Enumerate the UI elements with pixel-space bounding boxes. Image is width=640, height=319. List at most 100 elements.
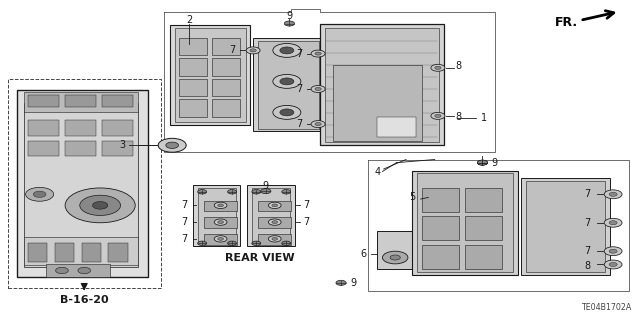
Text: 9: 9 [263,182,269,191]
Bar [24,92,138,112]
Bar [212,58,240,76]
Bar [333,65,422,141]
Text: 7: 7 [303,200,309,210]
Bar [258,217,291,228]
Circle shape [198,189,207,194]
Circle shape [282,189,291,194]
Bar [252,188,290,244]
Text: 7: 7 [296,84,303,94]
Bar [179,100,207,117]
Text: 7: 7 [181,217,188,227]
Text: 3: 3 [120,140,125,150]
Bar [465,216,502,240]
Circle shape [268,202,281,209]
Bar [204,201,237,211]
Text: 7: 7 [181,200,188,210]
Circle shape [609,192,617,196]
Text: 9: 9 [351,278,357,288]
Bar [212,38,240,55]
Bar [46,264,109,277]
Circle shape [282,241,291,246]
Circle shape [609,263,617,266]
Text: TE04B1702A: TE04B1702A [580,303,631,312]
Bar [378,231,412,269]
Bar [246,185,294,247]
Circle shape [383,251,408,264]
Circle shape [252,241,260,246]
Bar [422,216,459,240]
Circle shape [280,47,294,54]
Bar [108,243,127,262]
Circle shape [604,247,622,256]
Circle shape [280,109,294,116]
Bar [378,117,415,137]
Bar [258,234,291,245]
Bar [417,174,513,272]
Bar [102,141,132,156]
Bar [258,201,291,211]
Circle shape [26,187,54,201]
Circle shape [56,267,68,274]
Text: 8: 8 [456,112,462,122]
Bar [422,245,459,269]
Bar [65,95,96,107]
Bar [204,234,237,245]
Bar [325,28,438,142]
Circle shape [65,188,135,223]
Bar [465,245,502,269]
Text: 7: 7 [296,119,303,129]
Circle shape [284,21,294,26]
Circle shape [272,204,278,207]
Text: FR.: FR. [554,16,578,29]
Text: 9: 9 [491,158,497,168]
Text: 7: 7 [584,246,591,256]
Circle shape [273,105,301,119]
Circle shape [609,221,617,225]
Circle shape [273,74,301,88]
Text: 7: 7 [181,234,188,244]
Bar [8,79,161,287]
Circle shape [272,237,278,240]
Text: 5: 5 [409,192,415,202]
Circle shape [311,50,325,57]
Bar [102,120,132,136]
Text: 9: 9 [286,11,292,21]
Circle shape [604,260,622,269]
Circle shape [78,267,91,274]
Circle shape [609,249,617,253]
Bar [193,185,241,247]
Bar [412,171,518,275]
Bar [320,24,444,145]
Circle shape [315,122,321,126]
Circle shape [273,43,301,57]
Bar [465,188,502,212]
Text: 7: 7 [584,218,591,228]
Bar [179,38,207,55]
Bar [521,178,610,275]
Bar [28,243,47,262]
Text: 7: 7 [584,189,591,199]
Circle shape [166,142,179,148]
Bar [55,243,74,262]
Circle shape [272,221,278,224]
Circle shape [311,121,325,128]
Circle shape [214,219,227,225]
Text: REAR VIEW: REAR VIEW [225,253,294,263]
Bar [17,90,148,277]
Circle shape [280,78,294,85]
Bar [28,120,59,136]
Circle shape [604,218,622,227]
Bar [28,141,59,156]
Bar [212,100,240,117]
Bar [179,79,207,96]
Circle shape [252,189,260,194]
Circle shape [218,237,223,240]
Text: 6: 6 [360,249,366,259]
Text: 1: 1 [481,113,488,123]
Bar [253,38,323,131]
Circle shape [93,202,108,209]
Bar [24,103,138,267]
Circle shape [477,160,488,165]
Circle shape [315,87,321,91]
Bar [179,58,207,76]
